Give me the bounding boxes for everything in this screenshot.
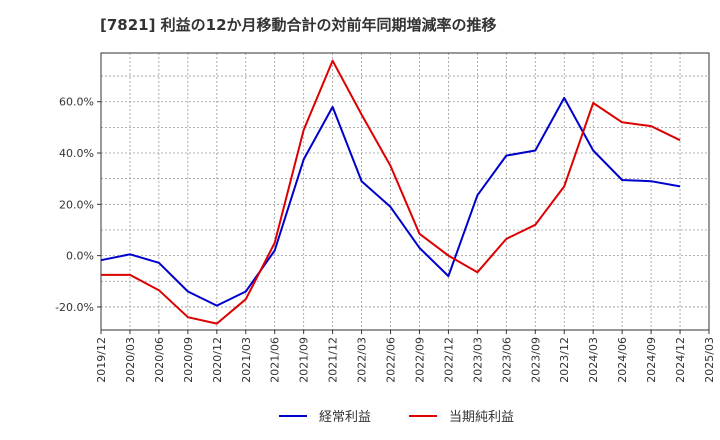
x-tick-label: 2021/06 — [269, 337, 282, 383]
x-tick-label: 2024/03 — [587, 337, 600, 383]
x-tick-label: 2022/12 — [442, 337, 455, 383]
x-tick-label: 2021/09 — [298, 337, 311, 383]
legend-label-1: 経常利益 — [319, 410, 371, 425]
x-tick-label: 2022/03 — [356, 337, 369, 383]
x-tick-label: 2020/06 — [153, 337, 166, 383]
x-tick-label: 2024/12 — [674, 337, 687, 383]
x-tick-label: 2021/12 — [327, 337, 340, 383]
x-tick-label: 2023/03 — [471, 337, 484, 383]
legend-label-2: 当期純利益 — [449, 410, 514, 425]
chart-title: [7821] 利益の12か月移動合計の対前年同期増減率の推移 — [100, 16, 497, 34]
y-tick-label: 20.0% — [59, 198, 94, 211]
y-tick-label: 40.0% — [59, 147, 94, 160]
x-tick-label: 2024/09 — [645, 337, 658, 383]
x-tick-label: 2023/06 — [500, 337, 513, 383]
x-tick-label: 2019/12 — [95, 337, 108, 383]
x-tick-label: 2020/09 — [182, 337, 195, 383]
x-tick-label: 2023/12 — [558, 337, 571, 383]
x-tick-label: 2024/06 — [616, 337, 629, 383]
plot-area — [101, 53, 709, 330]
plot-frame — [100, 52, 710, 331]
x-tick-label: 2025/03 — [703, 337, 716, 383]
x-tick-label: 2020/12 — [211, 337, 224, 383]
x-tick-label: 2022/06 — [385, 337, 398, 383]
y-tick-label: 60.0% — [59, 96, 94, 109]
series-line-2 — [101, 59, 681, 325]
x-tick-label: 2022/09 — [413, 337, 426, 383]
y-tick-label: 0.0% — [66, 250, 94, 263]
x-tick-label: 2020/03 — [124, 337, 137, 383]
x-tick-label: 2023/09 — [529, 337, 542, 383]
x-tick-label: 2021/03 — [240, 337, 253, 383]
y-tick-label: -20.0% — [55, 301, 94, 314]
